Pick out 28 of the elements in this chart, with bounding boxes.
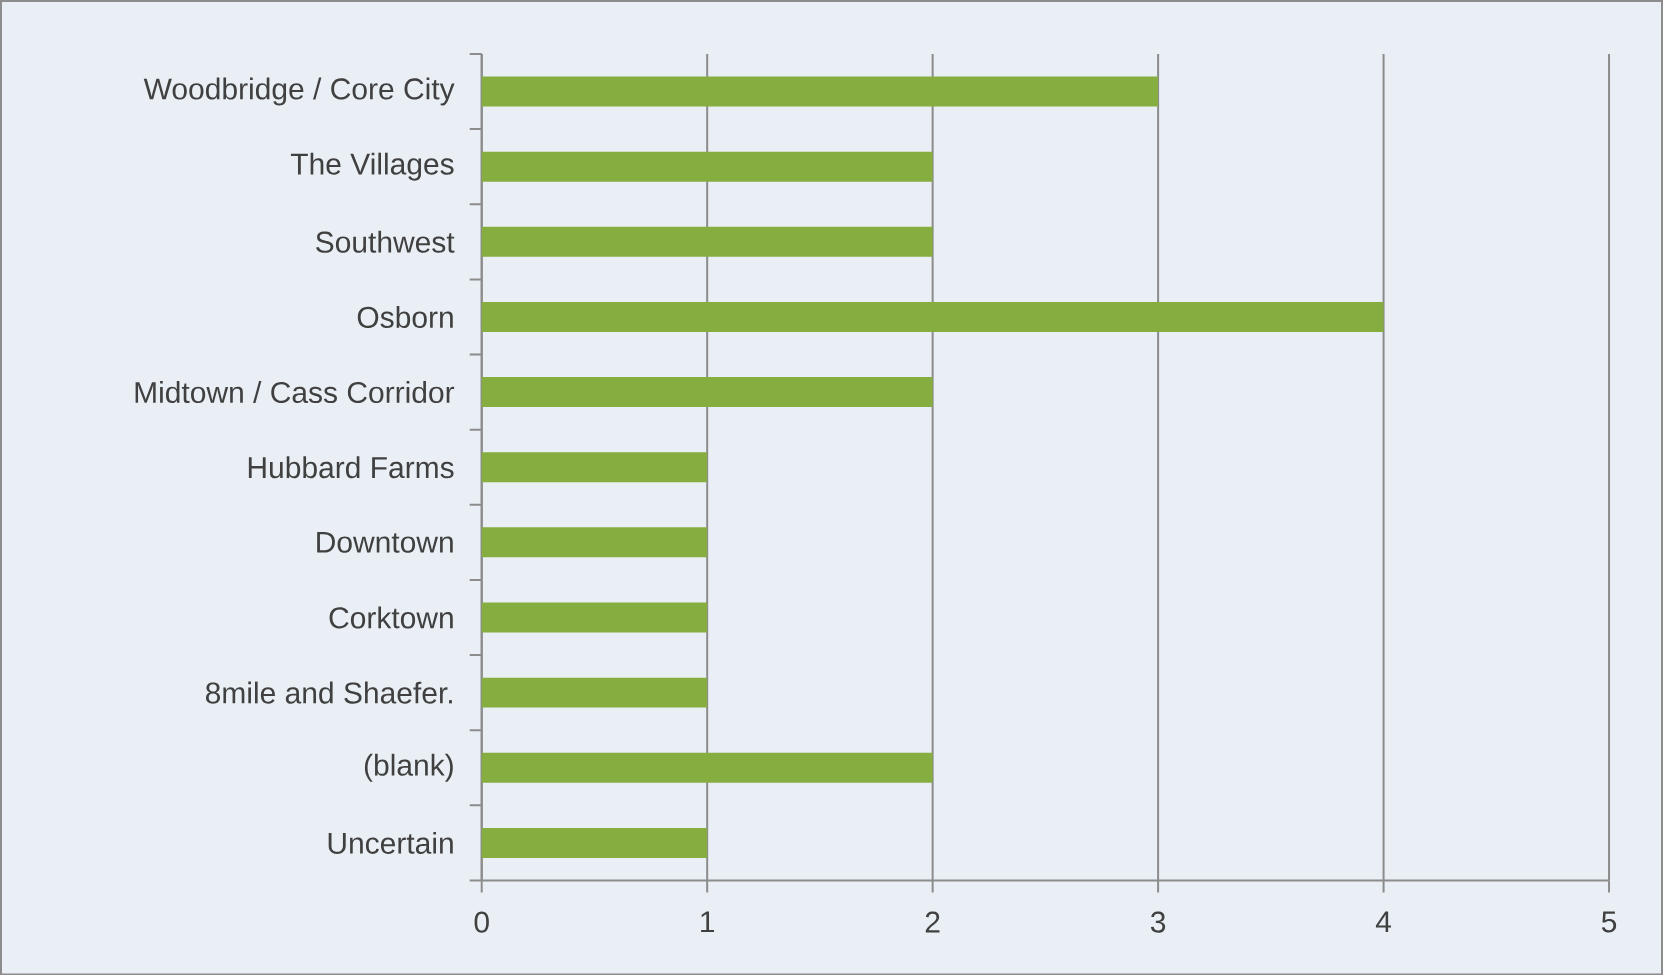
bar <box>481 602 708 633</box>
x-tick-label: 1 <box>701 911 715 932</box>
bar <box>481 677 708 708</box>
bar <box>481 452 708 483</box>
bar <box>481 151 933 182</box>
bar <box>481 527 708 558</box>
x-tick-label: 3 <box>1150 911 1166 933</box>
y-tick-label: Hubbard Farms <box>248 456 454 479</box>
y-tick-label: Downtown <box>317 531 453 553</box>
y-tick-label: Woodbridge / Core City <box>143 77 455 106</box>
bar <box>481 376 933 407</box>
bar <box>481 827 708 858</box>
y-tick-label: Southwest <box>316 230 455 253</box>
y-tick-label: Uncertain <box>328 831 453 854</box>
y-tick-label: 8mile and Shaefer. <box>205 681 452 704</box>
y-tick-label: Osborn <box>357 305 453 328</box>
bar <box>481 76 1159 107</box>
bar <box>481 301 1384 332</box>
y-tick-label: The Villages <box>290 152 454 181</box>
bar <box>481 226 933 257</box>
bar <box>481 752 933 783</box>
x-tick-label: 0 <box>474 911 489 933</box>
y-tick-label: (blank) <box>364 753 453 782</box>
x-tick-label: 5 <box>1601 911 1617 933</box>
x-tick-label: 4 <box>1375 911 1392 932</box>
y-tick-label: Midtown / Cass Corridor <box>135 380 455 403</box>
y-tick-label: Corktown <box>329 606 453 629</box>
x-tick-label: 2 <box>925 911 940 933</box>
